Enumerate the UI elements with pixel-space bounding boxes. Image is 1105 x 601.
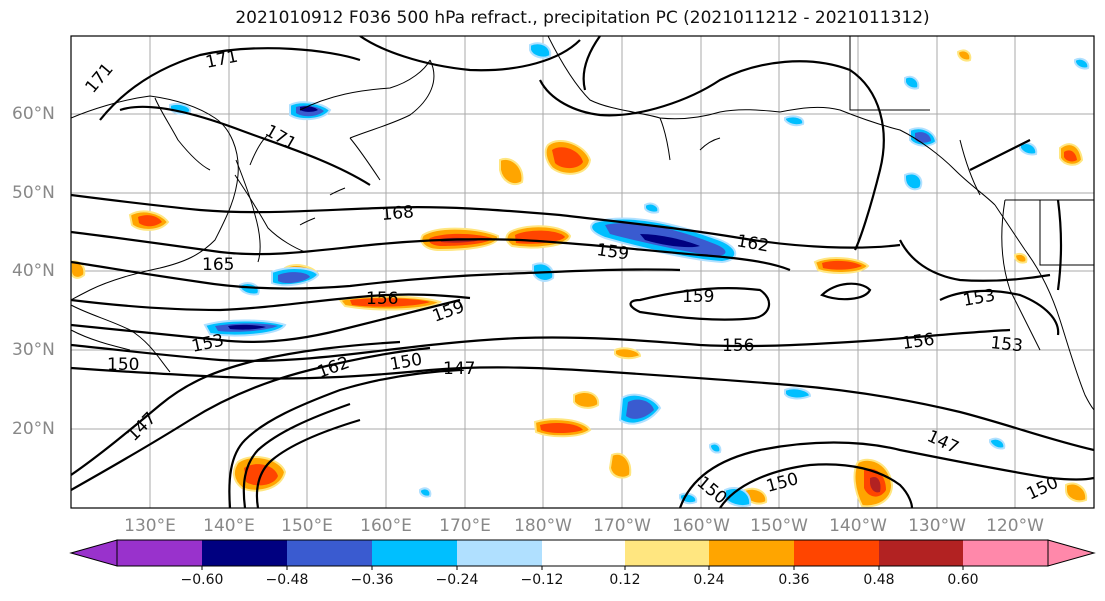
longitude-label: 150°E	[281, 516, 333, 536]
contour-label: 153	[989, 333, 1023, 356]
longitude-label: 120°W	[986, 516, 1044, 536]
colorbar-tick-label: 0.24	[693, 572, 725, 588]
longitude-label: 150°W	[750, 516, 808, 536]
contour-label: 147	[443, 359, 475, 379]
colorbar-tick-label: −0.24	[435, 572, 479, 588]
latitude-label: 60°N	[12, 104, 55, 124]
contour-label: 156	[366, 289, 398, 309]
colorbar-tick-label: 0.12	[609, 572, 641, 588]
contour-label: 150	[107, 355, 139, 375]
longitude-label: 140°W	[829, 516, 887, 536]
colorbar	[69, 539, 1096, 570]
longitude-label: 160°E	[360, 516, 412, 536]
colorbar-tick-label: −0.48	[265, 572, 309, 588]
contour-label: 156	[901, 330, 936, 354]
refractivity-contours	[71, 36, 1094, 508]
longitude-label: 130°W	[908, 516, 966, 536]
colorbar-extend-low	[69, 539, 118, 567]
longitude-label: 180°W	[514, 516, 572, 536]
latitude-label: 30°N	[12, 340, 55, 360]
contour-label: 156	[722, 336, 754, 356]
colorbar-tick-label: −0.12	[520, 572, 564, 588]
latitude-label: 40°N	[12, 261, 55, 281]
latitude-label: 50°N	[12, 183, 55, 203]
latitude-label: 20°N	[12, 419, 55, 439]
colorbar-tick-label: 0.36	[778, 572, 810, 588]
longitude-label: 170°W	[593, 516, 651, 536]
longitude-label: 160°W	[672, 516, 730, 536]
longitude-label: 170°E	[439, 516, 491, 536]
colorbar-extend-high	[1047, 539, 1096, 567]
contour-label: 168	[381, 202, 415, 225]
longitude-label: 140°E	[203, 516, 255, 536]
colorbar-tick-label: 0.48	[863, 572, 895, 588]
contour-label: 159	[682, 287, 714, 307]
colorbar-tick-label: −0.60	[180, 572, 224, 588]
map-frame	[70, 35, 1095, 509]
contour-label: 159	[595, 240, 630, 264]
colorbar-tick-label: −0.36	[350, 572, 394, 588]
colorbar-tick-label: 0.60	[947, 572, 979, 588]
map-title: 2021010912 F036 500 hPa refract., precip…	[235, 8, 930, 28]
longitude-label: 130°E	[124, 516, 176, 536]
contour-label: 165	[202, 255, 234, 275]
